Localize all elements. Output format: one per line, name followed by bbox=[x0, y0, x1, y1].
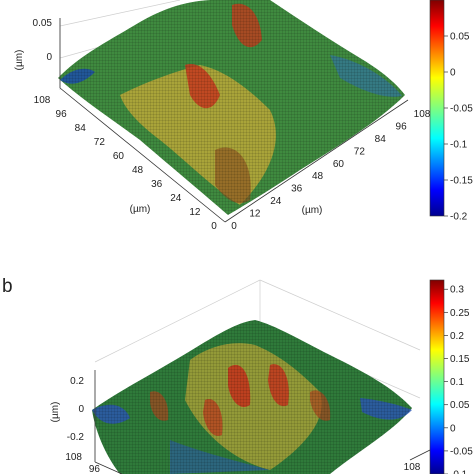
panel-b-z-ticks: 0.2 0 -0.2 bbox=[67, 376, 85, 443]
panel-b-surface bbox=[92, 320, 412, 474]
panel-b-z-tick-label: -0.2 bbox=[67, 432, 85, 443]
panel-a-y-tick-label: 0 bbox=[211, 221, 217, 232]
panel-a-x-tick-label: 0 bbox=[231, 221, 237, 232]
panel-a-x-tick-label: 96 bbox=[396, 121, 408, 132]
panel-a-y-tick-label: 60 bbox=[113, 151, 125, 162]
panel-a-axes bbox=[59, 18, 409, 223]
panel-b-z-axis-label: (µm) bbox=[50, 402, 61, 423]
panel-b-y-tick-label: 108 bbox=[65, 452, 82, 463]
panel-a-x-axis-label: (µm) bbox=[302, 205, 323, 216]
panel-b-y-tick-label: 96 bbox=[89, 464, 101, 474]
panel-a-x-tick-label: 84 bbox=[375, 134, 387, 145]
panel-b-colorbar-tick-label: 0.25 bbox=[450, 308, 470, 319]
panel-a-surface bbox=[58, 0, 405, 216]
panel-b-colorbar-tick-label: 0.1 bbox=[450, 377, 464, 388]
panel-a-x-tick-label: 36 bbox=[291, 184, 303, 195]
panel-a-colorbar-tick-label: -0.15 bbox=[450, 176, 473, 187]
panel-a-y-tick-label: 12 bbox=[189, 207, 201, 218]
panel-a-z-ticks: 0.05 0 bbox=[33, 18, 53, 63]
panel-a-colorbar-tick-label: -0.05 bbox=[450, 104, 473, 115]
panel-a-colorbar-tick-label: -0.2 bbox=[450, 212, 468, 223]
panel-b-colorbar-tick-label: 0.3 bbox=[450, 285, 464, 296]
panel-b-axes bbox=[94, 370, 431, 474]
panel-a-x-tick-label: 72 bbox=[354, 146, 366, 157]
panel-a-colorbar-tick-label: 0.05 bbox=[450, 32, 470, 43]
panel-a-y-tick-label: 108 bbox=[34, 95, 51, 106]
panel-a-z-tick-label: 0.05 bbox=[33, 18, 53, 29]
panel-a-y-ticks: 0 12 24 36 48 60 72 84 96 108 bbox=[34, 95, 218, 232]
panel-a-colorbar-ticks: -0.2 -0.15 -0.1 -0.05 0 0.05 bbox=[444, 32, 473, 223]
panel-a-y-axis-label: (µm) bbox=[130, 204, 151, 215]
panel-a-x-tick-label: 108 bbox=[414, 109, 431, 120]
panel-b-colorbar-ticks: 0.3 0.25 0.2 0.15 0.1 0.05 0 -0.05 -0.1 bbox=[444, 285, 473, 474]
panel-a-colorbar-tick-label: 0 bbox=[450, 68, 456, 79]
panel-b-colorbar-tick-label: -0.1 bbox=[450, 470, 468, 474]
panel-b-colorbar-tick-label: 0.2 bbox=[450, 331, 464, 342]
panel-a-colorbar-bar bbox=[429, 0, 445, 217]
panel-b-colorbar-tick-label: 0 bbox=[450, 423, 456, 434]
panel-b-colorbar-tick-label: 0.15 bbox=[450, 354, 470, 365]
panel-a-y-tick-label: 72 bbox=[94, 137, 106, 148]
panel-a-y-tick-label: 36 bbox=[151, 179, 163, 190]
panel-b-x-tick-label: 108 bbox=[404, 462, 421, 473]
panel-a-z-axis-label: (µm) bbox=[14, 50, 25, 71]
panel-b-colorbar-tick-label: -0.05 bbox=[450, 446, 473, 457]
panel-b-y-ticks: 108 96 bbox=[65, 452, 100, 474]
panel-a-y-tick-label: 84 bbox=[75, 123, 87, 134]
panel-b-z-tick-label: 0 bbox=[78, 404, 84, 415]
panel-b-colorbar-tick-label: 0.05 bbox=[450, 400, 470, 411]
panel-a-x-ticks: 0 12 24 36 48 60 72 84 96 108 bbox=[231, 109, 431, 232]
panel-a: 0.05 0 (µm) 0 12 24 36 48 60 72 84 96 108 0 12 24 36… bbox=[14, 0, 473, 232]
panel-a-colorbar-tick-label: -0.1 bbox=[450, 140, 468, 151]
panel-a-x-tick-label: 48 bbox=[312, 171, 324, 182]
panel-a-x-tick-label: 24 bbox=[270, 196, 282, 207]
panel-b-z-tick-label: 0.2 bbox=[70, 376, 84, 387]
panel-a-colorbar: -0.2 -0.15 -0.1 -0.05 0 0.05 bbox=[429, 0, 473, 223]
panel-a-x-tick-label: 12 bbox=[249, 209, 261, 220]
panel-b-colorbar: 0.3 0.25 0.2 0.15 0.1 0.05 0 -0.05 -0.1 bbox=[429, 279, 473, 474]
panel-b-colorbar-bar bbox=[429, 279, 445, 474]
panel-a-y-tick-label: 96 bbox=[56, 109, 68, 120]
panel-a-z-tick-label: 0 bbox=[46, 52, 52, 63]
panel-a-y-tick-label: 48 bbox=[132, 165, 144, 176]
panel-a-y-tick-label: 24 bbox=[170, 193, 182, 204]
panel-b: b 0.2 bbox=[2, 276, 473, 474]
panel-a-x-tick-label: 60 bbox=[333, 159, 345, 170]
panel-b-label: b bbox=[2, 276, 13, 297]
